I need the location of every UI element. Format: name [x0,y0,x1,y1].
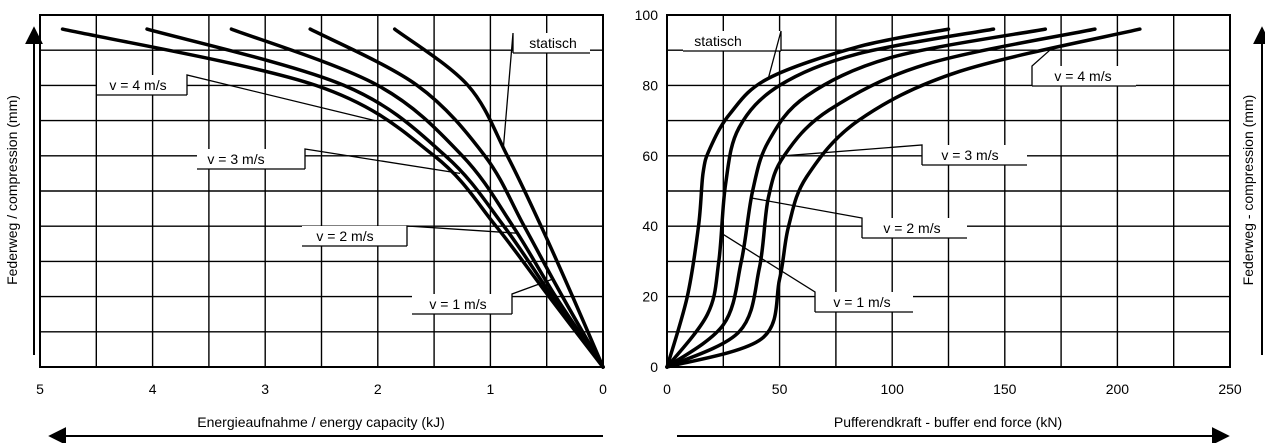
right-y-tick-label: 0 [650,359,658,375]
right-callout-bg [922,145,1027,165]
left-series-v-2-m-s [229,27,605,369]
right-callout-leader [751,197,863,238]
left-callout-leader [502,32,514,149]
right-x-tick-label: 0 [663,381,671,397]
right-callout-v-4-m-s: v = 4 m/s [1031,49,1136,87]
left-plot-frame [39,14,604,368]
left-callout-v-3-m-s: v = 3 m/s [197,148,461,175]
right-callout-leader [720,232,816,312]
right-y-ticks: 0 20 40 60 80 100 [635,7,659,375]
right-y-tick-label: 60 [642,148,658,164]
right-y-axis-label: Federweg - compression (mm) [1240,95,1256,286]
left-series-group [60,27,605,369]
left-series-v-1-m-s [308,27,605,369]
right-x-axis-label: Pufferendkraft - buffer end force (kN) [834,414,1062,430]
right-callout-label: v = 1 m/s [833,294,890,310]
right-callout-bg [683,31,781,51]
right-chart: statisch v = 1 m/s v = 2 m/s v = 3 m/s v = 4… [635,7,1265,443]
right-x-tick-label: 200 [1106,381,1130,397]
right-series-v-4-m-s [665,27,1142,369]
right-callout-label: v = 2 m/s [883,220,940,236]
left-callout-leader [186,74,376,122]
right-y-tick-label: 40 [642,218,658,234]
right-callout-bg [1032,66,1136,86]
right-callout-bg [862,218,967,238]
left-x-tick-label: 0 [599,381,607,397]
left-callout-label: v = 1 m/s [429,296,486,312]
left-x-tick-label: 5 [36,381,44,397]
right-callout-leader [784,144,923,165]
right-callout-label: statisch [694,33,741,49]
right-x-tick-label: 250 [1218,381,1242,397]
left-callout-leader [406,225,518,246]
left-callout-label: statisch [529,35,576,51]
left-callout-bg [513,33,590,53]
right-x-ticks: 0 50 100 150 200 250 [663,381,1242,397]
left-callout-bg [97,75,187,95]
right-series-v-1-m-s [665,27,996,369]
left-callout-leader [511,278,554,314]
left-series-v-4-m-s [60,27,605,369]
left-y-axis-label: Federweg / compression (mm) [4,95,20,285]
left-callout-v-4-m-s: v = 4 m/s [97,74,376,122]
right-callout-label: v = 3 m/s [941,147,998,163]
right-callout-leader [1031,49,1051,86]
right-series-statisch [665,27,951,369]
left-x-tick-label: 1 [487,381,495,397]
right-callout-bg [815,292,913,312]
right-plot-frame [666,14,1231,368]
right-series-group [665,27,1142,369]
right-series-v-2-m-s [665,27,1048,369]
left-x-tick-label: 2 [374,381,382,397]
left-callout-bg [412,294,512,314]
left-callout-bg [197,149,305,169]
left-x-tick-label: 3 [261,381,269,397]
right-callout-v-3-m-s: v = 3 m/s [784,144,1027,166]
right-y-tick-label: 80 [642,77,658,93]
left-x-axis-label: Energieaufnahme / energy capacity (kJ) [197,414,444,430]
left-x-ticks: 5 4 3 2 1 0 [36,381,607,397]
right-x-tick-label: 100 [881,381,905,397]
left-callouts: statisch v = 1 m/s v = 2 m/s v = 3 m/s v = 4… [97,32,590,315]
right-callout-leader [767,30,782,79]
left-callout-label: v = 2 m/s [316,228,373,244]
left-callout-bg [302,226,407,246]
left-series-statisch [392,27,605,369]
right-callout-statisch: statisch [683,30,782,79]
right-y-tick-label: 20 [642,289,658,305]
right-x-tick-label: 50 [772,381,788,397]
left-x-tick-label: 4 [149,381,157,397]
right-y-tick-label: 100 [635,7,659,23]
left-callout-label: v = 4 m/s [109,77,166,93]
right-callout-label: v = 4 m/s [1054,68,1111,84]
left-callout-v-1-m-s: v = 1 m/s [412,278,554,315]
right-series-v-3-m-s [665,27,1097,369]
right-callouts: statisch v = 1 m/s v = 2 m/s v = 3 m/s v = 4… [683,30,1136,313]
left-callout-v-2-m-s: v = 2 m/s [302,225,518,247]
right-x-tick-label: 150 [993,381,1017,397]
left-grid [40,15,603,367]
right-callout-v-2-m-s: v = 2 m/s [751,197,967,239]
left-callout-leader [304,148,461,175]
left-series-v-3-m-s [145,27,605,369]
left-chart: statisch v = 1 m/s v = 2 m/s v = 3 m/s v = 4… [4,14,607,443]
right-callout-v-1-m-s: v = 1 m/s [720,232,913,313]
left-callout-statisch: statisch [502,32,590,149]
left-callout-label: v = 3 m/s [207,151,264,167]
